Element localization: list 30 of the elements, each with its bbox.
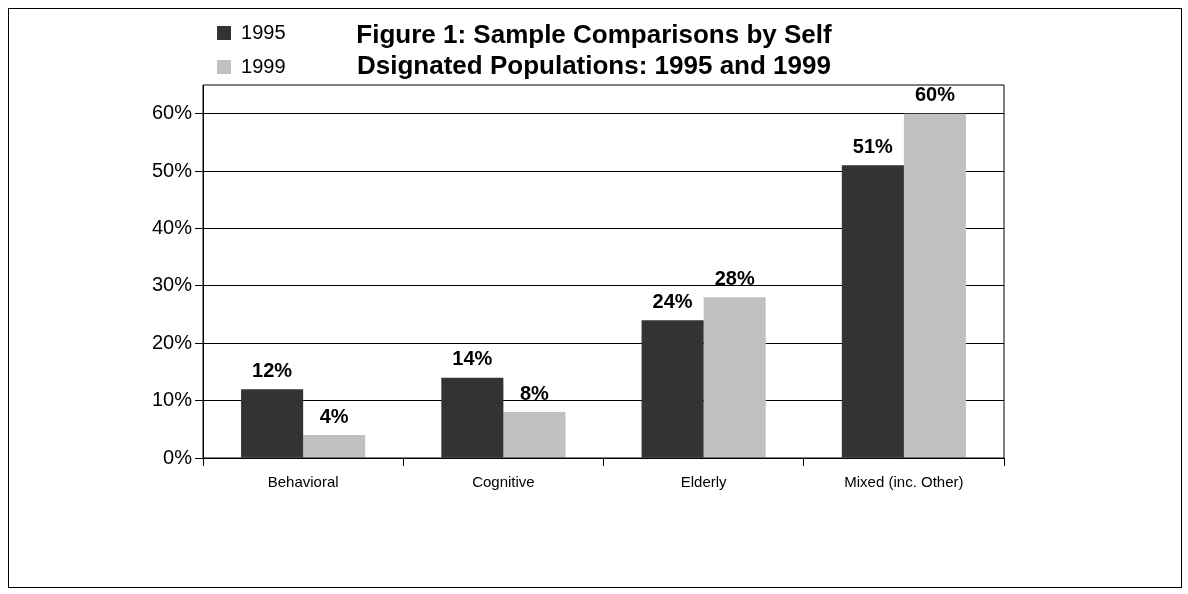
bar xyxy=(303,435,366,458)
data-label: 24% xyxy=(652,289,693,312)
bar xyxy=(241,389,304,458)
bar xyxy=(641,320,704,458)
data-label: 14% xyxy=(452,347,493,370)
data-label: 28% xyxy=(714,266,755,289)
x-tick-label: Elderly xyxy=(680,473,728,491)
data-label: 8% xyxy=(519,381,550,404)
x-tick-label: Behavioral xyxy=(267,473,339,491)
y-tick-label: 30% xyxy=(152,273,193,296)
bar xyxy=(841,165,904,458)
chart-title: Figure 1: Sample Comparisons by Self Dsignated Populations: 1995 and 1999 xyxy=(355,19,833,81)
data-label: 51% xyxy=(852,134,894,157)
y-tick-label: 20% xyxy=(152,330,193,353)
bar xyxy=(503,412,566,458)
bar xyxy=(441,377,504,458)
y-tick-label: 0% xyxy=(163,445,193,468)
data-label: 4% xyxy=(319,404,349,427)
data-label: 60% xyxy=(914,83,956,106)
bar xyxy=(903,113,966,458)
y-tick-label: 50% xyxy=(152,158,193,181)
legend-label: 1999 xyxy=(241,54,286,77)
y-tick-label: 40% xyxy=(152,215,193,238)
data-label: 12% xyxy=(252,358,293,381)
x-tick-label: Mixed (inc. Other) xyxy=(844,473,964,491)
y-tick-label: 10% xyxy=(152,388,193,411)
legend-label: 1995 xyxy=(241,20,286,43)
x-tick-label: Cognitive xyxy=(472,473,535,491)
bar xyxy=(703,297,766,458)
y-tick-label: 60% xyxy=(152,101,193,124)
